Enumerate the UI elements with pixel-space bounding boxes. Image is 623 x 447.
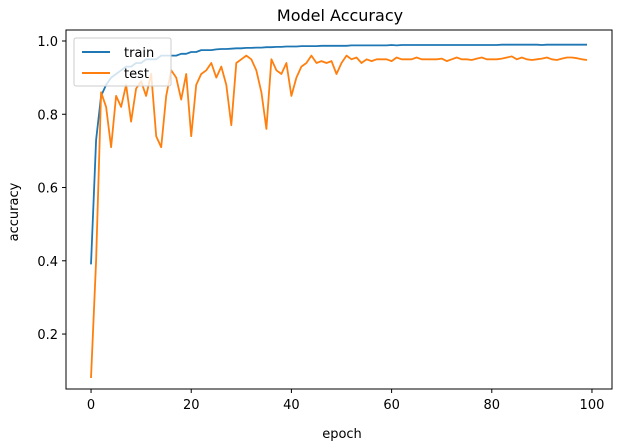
plot-area bbox=[65, 29, 613, 390]
y-tick-label: 0.2 bbox=[37, 328, 58, 343]
y-tick-label: 0.6 bbox=[37, 182, 58, 197]
y-axis-label: accuracy bbox=[7, 182, 22, 241]
y-tick-label: 0.4 bbox=[37, 255, 58, 270]
legend-label-test: test bbox=[124, 67, 149, 82]
chart-title: Model Accuracy bbox=[277, 6, 403, 25]
x-tick-label: 20 bbox=[183, 398, 200, 413]
plot-frame bbox=[65, 29, 613, 390]
x-tick-label: 60 bbox=[383, 398, 400, 413]
x-axis-label: epoch bbox=[322, 427, 362, 442]
series-lines bbox=[90, 43, 588, 379]
y-axis-ticks: 0.2 0.4 0.6 0.8 1.0 bbox=[37, 35, 66, 343]
series-line-train bbox=[90, 43, 587, 265]
x-tick-label: 0 bbox=[87, 398, 95, 413]
legend-label-train: train bbox=[124, 46, 154, 61]
y-tick-label: 1.0 bbox=[37, 35, 58, 50]
x-tick-label: 100 bbox=[580, 398, 605, 413]
series-line-test bbox=[90, 54, 588, 379]
x-tick-label: 80 bbox=[484, 398, 501, 413]
x-axis-ticks: 0 20 40 60 80 100 bbox=[87, 389, 604, 413]
x-tick-label: 40 bbox=[283, 398, 300, 413]
y-tick-label: 0.8 bbox=[37, 108, 58, 123]
legend-box bbox=[73, 37, 172, 87]
legend: train test bbox=[73, 37, 172, 87]
